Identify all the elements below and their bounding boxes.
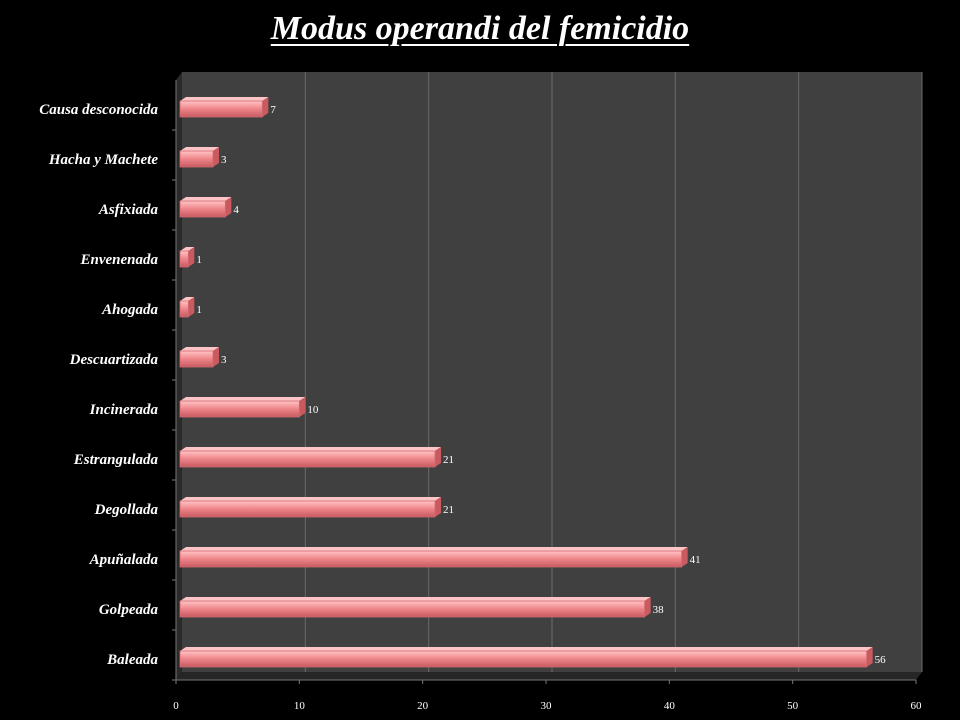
category-label: Degollada [94, 502, 159, 518]
bar-end-face [866, 647, 873, 667]
x-tick-label: 60 [911, 700, 923, 712]
data-label: 41 [690, 554, 701, 566]
bar-top-face [180, 647, 873, 651]
data-label: 4 [233, 204, 239, 216]
bar [179, 200, 226, 218]
x-tick-label: 50 [787, 700, 799, 712]
data-label: 1 [196, 304, 202, 316]
data-label: 3 [221, 354, 227, 366]
bar [179, 400, 300, 418]
data-label: 1 [196, 254, 202, 266]
bar [179, 500, 436, 518]
bar-end-face [213, 347, 219, 367]
category-label: Asfixiada [98, 202, 159, 218]
x-tick-label: 40 [664, 700, 676, 712]
category-label: Descuartizada [69, 352, 159, 368]
x-tick-label: 0 [173, 700, 179, 712]
category-label: Apuñalada [89, 552, 159, 568]
category-label: Hacha y Machete [48, 152, 158, 168]
bar [179, 350, 214, 368]
bar [179, 600, 646, 618]
data-label: 21 [443, 504, 454, 516]
category-label: Golpeada [99, 602, 159, 618]
category-label: Estrangulada [73, 452, 159, 468]
data-label: 56 [875, 654, 887, 666]
bar-top-face [180, 347, 219, 351]
bar-top-face [180, 197, 232, 201]
bar-end-face [188, 247, 195, 267]
bar-top-face [180, 247, 195, 251]
plot-side-wall [176, 72, 182, 680]
bar-end-face [681, 547, 688, 567]
bar [179, 300, 189, 318]
x-tick-label: 30 [541, 700, 553, 712]
bar-top-face [180, 147, 219, 151]
bar-end-face [435, 447, 441, 467]
bar [179, 650, 868, 668]
data-label: 10 [307, 404, 319, 416]
bar [179, 150, 214, 168]
bar-top-face [180, 547, 688, 551]
data-label: 7 [270, 104, 276, 116]
bar-top-face [180, 97, 269, 101]
bar-end-face [225, 197, 232, 217]
bar-end-face [299, 397, 306, 417]
category-label: Incinerada [89, 402, 159, 418]
category-label: Envenenada [79, 252, 158, 268]
plot-floor [176, 672, 922, 680]
bar [179, 100, 263, 118]
data-label: 38 [653, 604, 665, 616]
bar [179, 450, 436, 468]
category-label: Baleada [106, 652, 158, 668]
x-tick-label: 10 [294, 700, 306, 712]
bar-top-face [180, 597, 651, 601]
bar [179, 250, 189, 268]
category-label: Ahogada [101, 302, 158, 318]
data-label: 3 [221, 154, 227, 166]
bar-end-face [262, 97, 269, 117]
category-label: Causa desconocida [39, 102, 158, 118]
x-tick-label: 20 [417, 700, 429, 712]
chart-title: Modus operandi del femicidio [270, 10, 690, 47]
bar-top-face [180, 297, 195, 301]
bar-end-face [435, 497, 441, 517]
bar-top-face [180, 447, 441, 451]
bar-end-face [188, 297, 195, 317]
bar [179, 550, 683, 568]
bar-end-face [644, 597, 651, 617]
bar-top-face [180, 397, 306, 401]
data-label: 21 [443, 454, 454, 466]
bar-top-face [180, 497, 441, 501]
bar-end-face [213, 147, 219, 167]
